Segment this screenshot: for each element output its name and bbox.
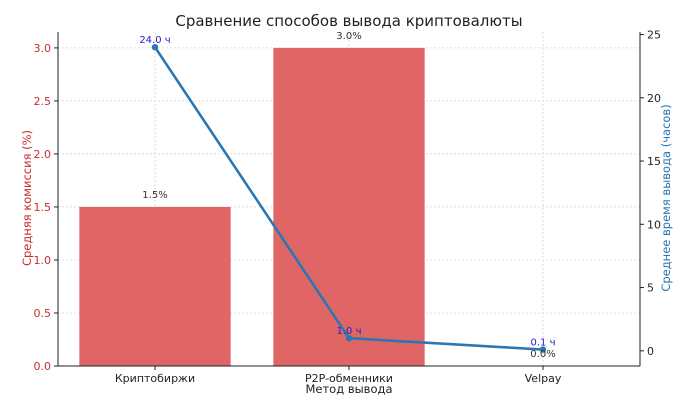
bar: [79, 206, 231, 366]
line-series: [151, 43, 547, 353]
left-tick-label: 1.0: [34, 254, 52, 267]
right-tick-label: 20: [647, 92, 661, 105]
y-axis-left-label: Средняя комиссия (%): [20, 130, 34, 266]
data-labels: 1.5% 3.0% 0.0% 24.0 ч 1.0 ч 0.1 ч: [139, 31, 555, 360]
category-labels: Криптобиржи P2P-обменники Velpay: [115, 366, 562, 385]
line-value-label: 0.1 ч: [531, 338, 556, 349]
right-axis-ticks: 0 5 10 15 20 25: [640, 29, 661, 358]
bar-value-label: 3.0%: [336, 31, 361, 42]
y-axis-right-label: Среднее время вывода (часов): [659, 104, 673, 291]
right-tick-label: 25: [647, 29, 661, 42]
left-tick-label: 1.5: [34, 201, 52, 214]
right-tick-label: 5: [647, 282, 654, 295]
bar-value-label: 0.0%: [530, 349, 555, 360]
line-point: [151, 43, 159, 51]
chart-title: Сравнение способов вывода криптовалюты: [175, 12, 522, 30]
line-point: [345, 334, 353, 342]
left-axis-ticks: 0.0 0.5 1.0 1.5 2.0 2.5 3.0: [34, 42, 58, 373]
right-tick-label: 10: [647, 218, 661, 231]
line-value-label: 24.0 ч: [139, 35, 170, 46]
category-label: Velpay: [525, 372, 562, 385]
line-point: [539, 346, 547, 353]
bar: [273, 47, 425, 367]
left-tick-label: 0.0: [34, 360, 52, 373]
left-tick-label: 2.5: [34, 95, 52, 108]
right-tick-label: 15: [647, 155, 661, 168]
category-label: Криптобиржи: [115, 372, 195, 385]
x-axis-label: Метод вывода: [305, 382, 392, 396]
left-tick-label: 2.0: [34, 148, 52, 161]
left-tick-label: 3.0: [34, 42, 52, 55]
left-tick-label: 0.5: [34, 307, 52, 320]
line-value-label: 1.0 ч: [337, 326, 362, 337]
bar-value-label: 1.5%: [142, 190, 167, 201]
right-tick-label: 0: [647, 345, 654, 358]
bar-series: [79, 47, 425, 367]
category-label: P2P-обменники: [305, 372, 393, 385]
